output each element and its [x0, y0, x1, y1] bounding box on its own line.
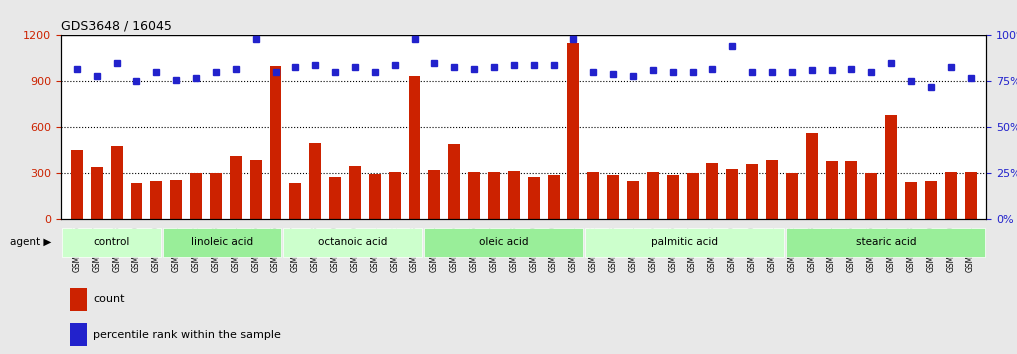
Bar	[111, 146, 123, 219]
Bar	[91, 167, 103, 219]
Bar	[826, 161, 838, 219]
Bar	[507, 171, 520, 219]
Bar	[210, 173, 222, 219]
Bar	[409, 76, 420, 219]
Text: percentile rank within the sample: percentile rank within the sample	[94, 330, 282, 339]
Bar	[667, 175, 678, 219]
FancyBboxPatch shape	[62, 228, 161, 257]
Bar	[547, 175, 559, 219]
Text: count: count	[94, 295, 125, 304]
Bar	[488, 172, 500, 219]
Bar	[130, 183, 142, 219]
Bar	[190, 173, 202, 219]
Bar	[587, 172, 599, 219]
Bar	[349, 166, 361, 219]
FancyBboxPatch shape	[585, 228, 784, 257]
Bar	[70, 288, 86, 311]
Bar	[686, 173, 699, 219]
Bar	[965, 172, 976, 219]
Bar	[528, 177, 540, 219]
Text: oleic acid: oleic acid	[479, 238, 529, 247]
Bar	[607, 175, 619, 219]
FancyBboxPatch shape	[163, 228, 282, 257]
Text: control: control	[94, 238, 129, 247]
Text: palmitic acid: palmitic acid	[651, 238, 718, 247]
Bar	[766, 160, 778, 219]
Bar	[230, 156, 242, 219]
Text: GDS3648 / 16045: GDS3648 / 16045	[61, 20, 172, 33]
FancyBboxPatch shape	[786, 228, 985, 257]
Bar	[924, 181, 937, 219]
Bar	[567, 43, 580, 219]
Bar	[170, 179, 182, 219]
Bar	[726, 169, 738, 219]
Bar	[428, 170, 440, 219]
Bar	[468, 172, 480, 219]
Bar	[70, 323, 86, 346]
Bar	[945, 172, 957, 219]
Text: linoleic acid: linoleic acid	[191, 238, 253, 247]
FancyBboxPatch shape	[424, 228, 583, 257]
Bar	[865, 173, 878, 219]
Bar	[270, 66, 282, 219]
Bar	[707, 163, 718, 219]
Bar	[627, 181, 639, 219]
Text: agent ▶: agent ▶	[10, 238, 52, 247]
Bar	[845, 161, 857, 219]
Bar	[309, 143, 321, 219]
Text: stearic acid: stearic acid	[855, 238, 916, 247]
FancyBboxPatch shape	[284, 228, 422, 257]
Bar	[388, 172, 401, 219]
Bar	[250, 160, 261, 219]
Bar	[151, 181, 163, 219]
Bar	[290, 183, 301, 219]
Bar	[905, 182, 917, 219]
Bar	[330, 177, 341, 219]
Bar	[448, 144, 461, 219]
Bar	[746, 164, 758, 219]
Bar	[647, 172, 659, 219]
Bar	[805, 133, 818, 219]
Text: octanoic acid: octanoic acid	[318, 238, 387, 247]
Bar	[369, 174, 380, 219]
Bar	[786, 173, 797, 219]
Bar	[885, 115, 897, 219]
Bar	[71, 150, 82, 219]
